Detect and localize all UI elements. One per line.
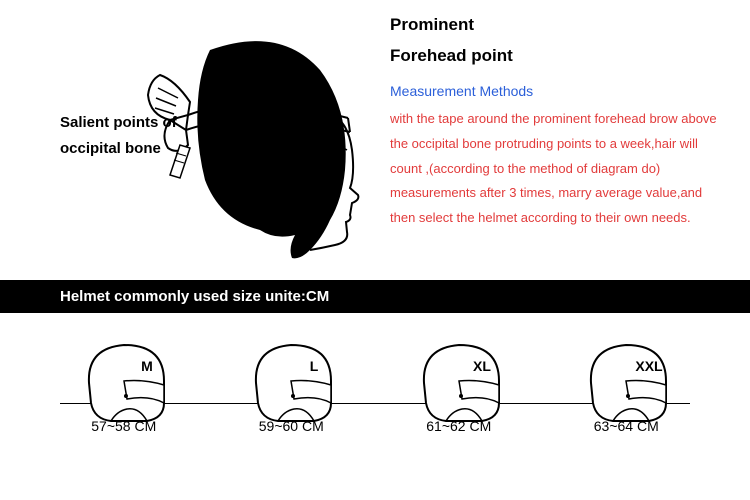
size-letter: XXL bbox=[636, 358, 664, 374]
size-range: 59~60 CM bbox=[216, 418, 366, 434]
size-letter: XL bbox=[473, 358, 491, 374]
size-bar-title: Helmet commonly used size unite:CM bbox=[60, 288, 329, 305]
size-letter: L bbox=[310, 358, 319, 374]
forehead-title-line2: Forehead point bbox=[390, 41, 730, 72]
occipital-label-line2: occipital bone bbox=[60, 136, 177, 162]
size-letter: M bbox=[141, 358, 153, 374]
occipital-label-line1: Salient points of bbox=[60, 110, 177, 136]
diagram-column: Salient points of occipital bone bbox=[20, 10, 390, 280]
size-range: 63~64 CM bbox=[551, 418, 701, 434]
measurement-body: with the tape around the prominent foreh… bbox=[390, 107, 730, 230]
size-ranges-row: 57~58 CM 59~60 CM 61~62 CM 63~64 CM bbox=[0, 404, 750, 434]
text-column: Prominent Forehead point Measurement Met… bbox=[390, 10, 730, 280]
occipital-label: Salient points of occipital bone bbox=[60, 110, 177, 161]
measurement-subtitle: Measurement Methods bbox=[390, 83, 730, 99]
top-section: Salient points of occipital bone Promine… bbox=[0, 0, 750, 280]
forehead-title-line1: Prominent bbox=[390, 10, 730, 41]
size-range: 61~62 CM bbox=[384, 418, 534, 434]
size-range: 57~58 CM bbox=[49, 418, 199, 434]
forehead-title: Prominent Forehead point bbox=[390, 10, 730, 71]
size-bar: Helmet commonly used size unite:CM bbox=[0, 280, 750, 313]
